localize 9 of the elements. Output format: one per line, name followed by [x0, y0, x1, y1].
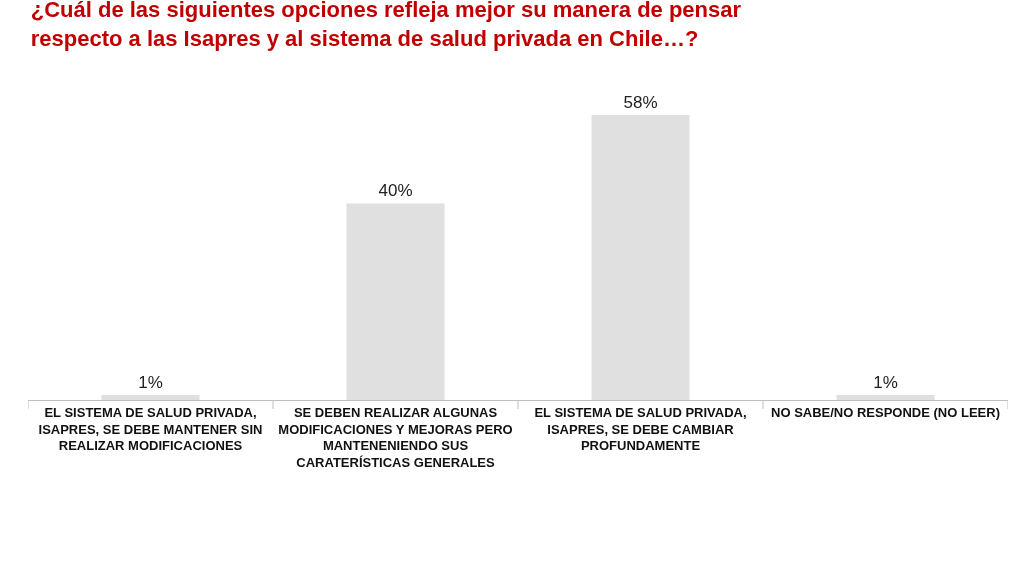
- x-tick-label: SE DEBEN REALIZAR ALGUNAS MODIFICACIONES Y MEJORAS PERO MANTENENIENDO SUS CARATERÍSTICAS GENERALES: [278, 404, 513, 471]
- x-tick-label: NO SABE/NO RESPONDE (NO LEER): [771, 404, 1000, 420]
- data-label: 40%: [378, 181, 413, 201]
- chart-title: ¿Cuál de las siguientes opciones refleja mejor su manera de pensar respecto a las Isapres y al sistema de salud privada en Chile…?: [30, 0, 742, 51]
- x-tick-label: EL SISTEMA DE SALUD PRIVADA, ISAPRES, SE DEBE CAMBIAR PROFUNDAMENTE: [534, 404, 747, 454]
- x-tick-label: EL SISTEMA DE SALUD PRIVADA, ISAPRES, SE DEBE MANTENER SIN REALIZAR MODIFICACIONES: [38, 404, 263, 454]
- data-label: 58%: [623, 93, 658, 112]
- data-label: 1%: [873, 373, 898, 393]
- data-label: 1%: [138, 373, 163, 393]
